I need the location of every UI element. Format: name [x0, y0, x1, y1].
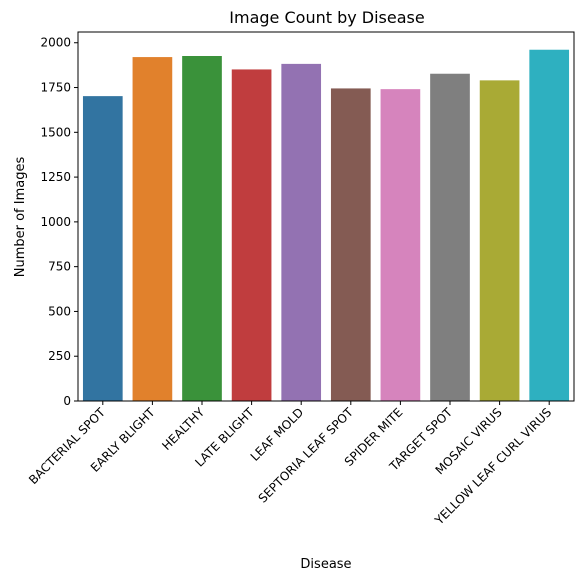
- x-tick-label: SEPTORIA LEAF SPOT: [256, 405, 357, 506]
- bars-group: [82, 49, 570, 402]
- bar-spider-mite: [380, 89, 421, 401]
- x-tick-label: BACTERIAL SPOT: [26, 405, 108, 487]
- bar-target-spot: [430, 73, 470, 402]
- y-tick-label: 1000: [40, 215, 71, 229]
- bar-mosaic-virus: [479, 80, 520, 401]
- plot-area-frame: [77, 31, 575, 402]
- y-tick-label: 1250: [40, 170, 71, 184]
- chart-title: Image Count by Disease: [229, 8, 424, 27]
- y-axis-label: Number of Images: [13, 157, 28, 278]
- bar-bacterial-spot: [82, 96, 123, 401]
- bar-septoria-leaf-spot: [330, 88, 371, 402]
- x-tick-label: HEALTHY: [159, 405, 207, 453]
- y-tick-label: 1750: [40, 81, 71, 95]
- bar-late-blight: [231, 69, 272, 401]
- y-tick-label: 2000: [40, 36, 71, 50]
- y-axis-ticks: 0 250 500 750 1000 1250 1500 1750 2000: [40, 36, 78, 408]
- bar-healthy: [182, 56, 222, 401]
- x-axis-label: Disease: [300, 557, 351, 572]
- y-tick-label: 500: [48, 304, 71, 318]
- y-tick-label: 750: [48, 260, 71, 274]
- bar-leaf-mold: [281, 63, 322, 402]
- y-tick-label: 1500: [40, 125, 71, 139]
- bar-yellow-leaf-curl-virus: [529, 49, 570, 402]
- y-tick-label: 250: [48, 349, 71, 363]
- bar-early-blight: [132, 57, 173, 402]
- y-tick-label: 0: [63, 394, 71, 408]
